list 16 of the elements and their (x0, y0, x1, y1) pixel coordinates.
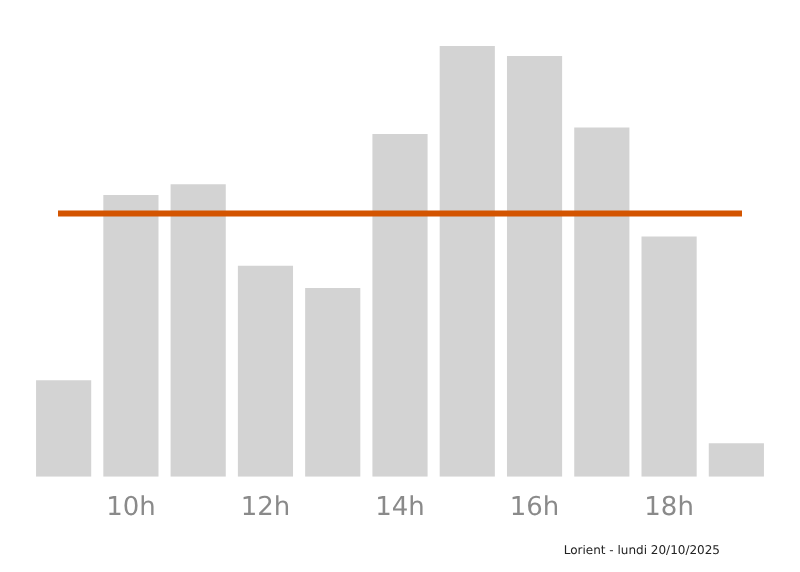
bar (708, 443, 764, 477)
x-tick-label: 18h (644, 493, 694, 524)
bar (641, 236, 697, 477)
bar (439, 46, 495, 477)
bar (506, 55, 563, 477)
bar (170, 184, 226, 477)
x-tick-label: 16h (509, 493, 560, 524)
x-tick-label: 12h (240, 493, 291, 524)
bar (574, 127, 630, 477)
bar (103, 195, 159, 477)
x-tick-label: 10h (106, 493, 156, 524)
bar (36, 380, 92, 477)
bar (305, 288, 361, 477)
bar (237, 265, 294, 477)
x-tick-label: 14h (375, 493, 425, 524)
bar (372, 133, 428, 477)
